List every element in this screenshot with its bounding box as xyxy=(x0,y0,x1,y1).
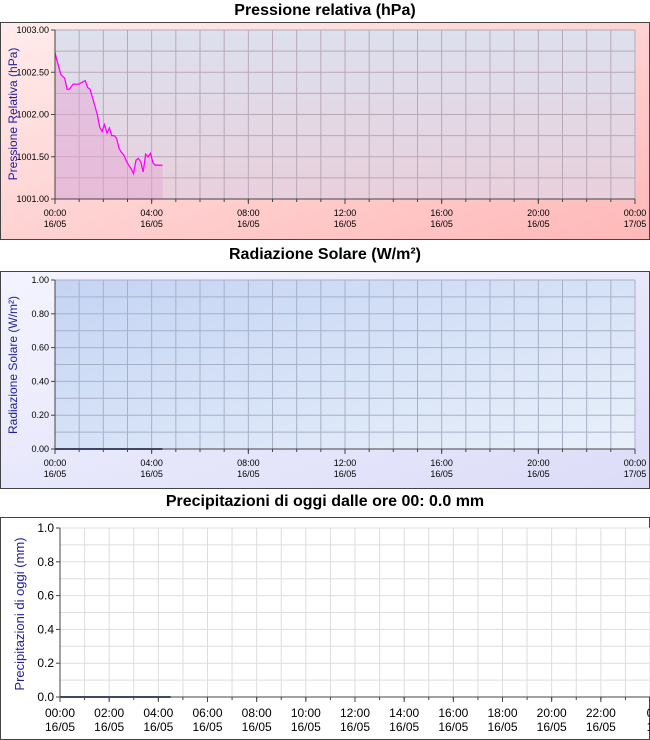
chart-title-solar: Radiazione Solare (W/m²) xyxy=(228,246,422,263)
chart-solar: 0.000.200.400.600.801.0000:0016/0504:001… xyxy=(0,271,650,489)
x-tick-date: 16/05 xyxy=(143,720,173,734)
x-tick-date: 17/05 xyxy=(624,469,647,479)
x-tick-date: 16/05 xyxy=(242,720,272,734)
y-tick-label: 1002.00 xyxy=(16,110,49,120)
x-tick-label: 00:00 xyxy=(44,458,67,468)
x-tick-label: 00:00 xyxy=(624,208,647,218)
x-tick-label: 00:00 xyxy=(624,458,647,468)
x-tick-label: 12:00 xyxy=(334,458,357,468)
x-tick-label: 12:00 xyxy=(334,208,357,218)
y-tick-label: 1.00 xyxy=(31,275,49,285)
x-tick-date: 16/05 xyxy=(140,219,163,229)
x-tick-label: 22:00 xyxy=(586,706,616,720)
x-tick-date: 16/05 xyxy=(527,469,550,479)
x-tick-date: 16/05 xyxy=(334,219,357,229)
x-tick-date: 16/05 xyxy=(389,720,419,734)
x-tick-date: 16/05 xyxy=(140,469,163,479)
x-tick-date: 17/05 xyxy=(624,219,647,229)
x-tick-label: 04:00 xyxy=(143,706,173,720)
y-tick-label: 0.00 xyxy=(31,444,49,454)
x-tick-date: 16/05 xyxy=(237,219,260,229)
x-tick-date: 16/05 xyxy=(537,720,567,734)
series-line xyxy=(54,52,163,176)
x-tick-date: 16/05 xyxy=(487,720,517,734)
x-tick-date: 16/05 xyxy=(291,720,321,734)
y-tick-label: 1.0 xyxy=(37,521,54,535)
y-tick-label: 1001.50 xyxy=(16,152,49,162)
x-tick-label: 0 xyxy=(647,706,650,720)
x-tick-date: 16/05 xyxy=(438,720,468,734)
y-tick-label: 1001.00 xyxy=(16,194,49,204)
x-tick-label: 16:00 xyxy=(430,458,453,468)
y-tick-label: 0.6 xyxy=(37,589,54,603)
y-tick-label: 1002.50 xyxy=(16,67,49,77)
y-tick-label: 0.8 xyxy=(37,555,54,569)
x-tick-date: 16/05 xyxy=(45,720,75,734)
x-tick-label: 16:00 xyxy=(438,706,468,720)
x-tick-date: 16/05 xyxy=(586,720,616,734)
x-tick-date: 1 xyxy=(647,720,650,734)
y-tick-label: 0.20 xyxy=(31,410,49,420)
x-tick-label: 20:00 xyxy=(537,706,567,720)
x-tick-date: 16/05 xyxy=(430,469,453,479)
x-tick-date: 16/05 xyxy=(430,219,453,229)
x-tick-label: 18:00 xyxy=(487,706,517,720)
x-tick-label: 20:00 xyxy=(527,208,550,218)
x-tick-date: 16/05 xyxy=(527,219,550,229)
x-tick-label: 00:00 xyxy=(44,208,67,218)
x-tick-label: 04:00 xyxy=(140,208,163,218)
x-tick-label: 20:00 xyxy=(527,458,550,468)
y-axis-label: Pressione Relativa (hPa) xyxy=(6,48,20,181)
y-tick-label: 0.0 xyxy=(37,690,54,704)
x-tick-label: 08:00 xyxy=(237,458,260,468)
x-tick-date: 16/05 xyxy=(192,720,222,734)
x-tick-label: 08:00 xyxy=(237,208,260,218)
y-tick-label: 0.2 xyxy=(37,656,54,670)
x-tick-label: 06:00 xyxy=(192,706,222,720)
y-tick-label: 0.4 xyxy=(37,622,54,636)
y-tick-label: 0.40 xyxy=(31,376,49,386)
chart-title-pressure: Pressione relativa (hPa) xyxy=(234,2,416,19)
x-tick-label: 16:00 xyxy=(430,208,453,218)
y-axis-label: Radiazione Solare (W/m²) xyxy=(6,296,20,434)
y-tick-label: 1003.00 xyxy=(16,25,49,35)
x-tick-date: 16/05 xyxy=(237,469,260,479)
x-tick-label: 02:00 xyxy=(94,706,124,720)
x-tick-label: 04:00 xyxy=(140,458,163,468)
x-tick-label: 10:00 xyxy=(291,706,321,720)
y-tick-label: 0.80 xyxy=(31,309,49,319)
x-tick-label: 14:00 xyxy=(389,706,419,720)
x-tick-date: 16/05 xyxy=(44,469,67,479)
x-tick-label: 08:00 xyxy=(242,706,272,720)
x-tick-label: 12:00 xyxy=(340,706,370,720)
x-tick-date: 16/05 xyxy=(94,720,124,734)
chart-rain: 0.00.20.40.60.81.000:0016/0502:0016/0504… xyxy=(0,517,650,740)
x-tick-date: 16/05 xyxy=(44,219,67,229)
x-tick-label: 00:00 xyxy=(45,706,75,720)
y-tick-label: 0.60 xyxy=(31,343,49,353)
x-tick-date: 16/05 xyxy=(340,720,370,734)
y-axis-label: Precipitazioni di oggi (mm) xyxy=(12,537,27,690)
chart-pressure: 1001.00 1001.50 1002.00 1002.50 1003.00 00:00… xyxy=(0,22,650,240)
x-tick-date: 16/05 xyxy=(334,469,357,479)
chart-title-rain: Precipitazioni di oggi dalle ore 00: 0.0… xyxy=(165,493,485,510)
